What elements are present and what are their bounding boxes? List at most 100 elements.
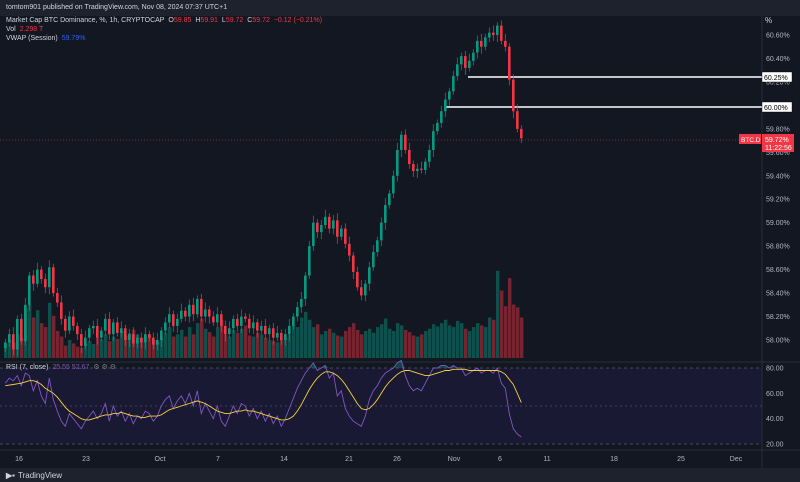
candle-body: [344, 228, 347, 244]
candle-body: [100, 330, 103, 338]
candle-body: [196, 298, 199, 315]
volume-bar: [64, 345, 68, 358]
candle-body: [236, 318, 239, 326]
candle-body: [104, 318, 107, 331]
volume-bar: [276, 342, 280, 358]
volume-bar: [44, 327, 48, 358]
volume-bar: [60, 336, 64, 358]
volume-bar: [280, 340, 284, 358]
volume-bar: [300, 317, 304, 358]
rsi-ma-line: [5, 368, 522, 421]
volume-bar: [180, 329, 184, 358]
candle-body: [192, 304, 195, 315]
candle-body: [416, 168, 419, 172]
volume-bar: [428, 328, 432, 358]
candle-body: [336, 220, 339, 237]
time-tick: Dec: [730, 456, 743, 463]
candle-body: [432, 131, 435, 150]
volume-bar: [152, 340, 156, 358]
volume-bar: [512, 304, 516, 358]
volume-bar: [288, 334, 292, 358]
volume-bar: [188, 327, 192, 358]
candle-body: [340, 228, 343, 237]
price-tick: 58.60%: [766, 267, 790, 274]
volume-bar: [308, 319, 312, 358]
candle-body: [360, 287, 363, 296]
candle-body: [304, 275, 307, 299]
volume-bar: [272, 341, 276, 358]
time-tick: 7: [216, 456, 220, 463]
legend-vwap-label: VWAP (Session): [6, 35, 58, 42]
candle-body: [456, 64, 459, 77]
rsi-tick: 60.00: [766, 391, 784, 398]
candle-body: [460, 56, 463, 65]
time-axis[interactable]: 16 23 Oct 7 14 21 26 Nov 6 11 18 25 Dec: [15, 456, 743, 463]
volume-bar: [284, 338, 288, 358]
volume-bar: [160, 338, 164, 358]
volume-bar: [240, 328, 244, 358]
candle-body: [256, 322, 259, 331]
candle-body: [368, 267, 371, 284]
percent-scale-button[interactable]: %: [765, 16, 773, 25]
candle-body: [500, 25, 503, 41]
svg-text:59.72%: 59.72%: [765, 137, 789, 144]
rsi-tick: 20.00: [766, 442, 784, 449]
price-tick: 59.60%: [766, 150, 790, 157]
volume-bar: [304, 311, 308, 358]
candle-body: [472, 52, 475, 61]
volume-bar: [492, 319, 496, 358]
candle-body: [96, 325, 99, 338]
volume-bar: [36, 310, 40, 358]
rsi-pane: [4, 359, 522, 438]
candle-body: [280, 332, 283, 340]
candle-body: [36, 269, 39, 284]
volume-bar: [480, 325, 484, 358]
candle-body: [60, 302, 63, 319]
legend-open: 59.85: [173, 17, 192, 24]
volume-bar: [380, 324, 384, 358]
svg-text:11:22:56: 11:22:56: [765, 145, 792, 152]
candle-body: [516, 111, 519, 129]
rsi-line: [4, 359, 522, 438]
price-tick: 59.00%: [766, 220, 790, 227]
candle-body: [424, 161, 427, 170]
volume-bar: [464, 328, 468, 358]
candle-body: [28, 275, 31, 305]
candle-body: [136, 337, 139, 344]
volume-bar: [264, 337, 268, 358]
legend-rsi-settings-icon[interactable]: ⚙ ⚙ ⚙: [93, 364, 117, 371]
volume-bar: [236, 332, 240, 358]
volume-bar: [28, 304, 32, 358]
volume-bar: [72, 343, 76, 358]
price-tick: 59.80%: [766, 126, 790, 133]
volume-bar: [292, 325, 296, 358]
legend-rsi: RSI (7, close) 25.55 52.67 ⚙ ⚙ ⚙: [6, 363, 118, 371]
svg-text:60.25%: 60.25%: [764, 75, 788, 82]
volume-bar: [456, 320, 460, 358]
candle-body: [320, 225, 323, 233]
brand-text: TradingView: [18, 471, 63, 480]
volume-bar: [220, 319, 224, 358]
candle-body: [176, 318, 179, 326]
candle-body: [80, 334, 83, 346]
volume-bar: [496, 270, 500, 358]
volume-bar: [256, 332, 260, 358]
candle-body: [264, 325, 267, 335]
volume-bar: [244, 325, 248, 358]
candle-body: [268, 328, 271, 335]
candle-body: [428, 149, 431, 162]
volume-bar: [140, 337, 144, 358]
volume-bar: [376, 327, 380, 358]
candle-body: [140, 337, 143, 343]
current-price-tag: 59.72% 11:22:56: [762, 134, 794, 152]
candle-body: [244, 316, 247, 319]
volume-bar: [336, 335, 340, 358]
candles: [4, 20, 523, 357]
candle-body: [276, 332, 279, 338]
volume-bar: [432, 324, 436, 358]
candle-body: [16, 318, 19, 350]
candle-body: [448, 91, 451, 100]
legend-symbol: Market Cap BTC Dominance, %, 1h, CRYPTOC…: [6, 17, 165, 24]
